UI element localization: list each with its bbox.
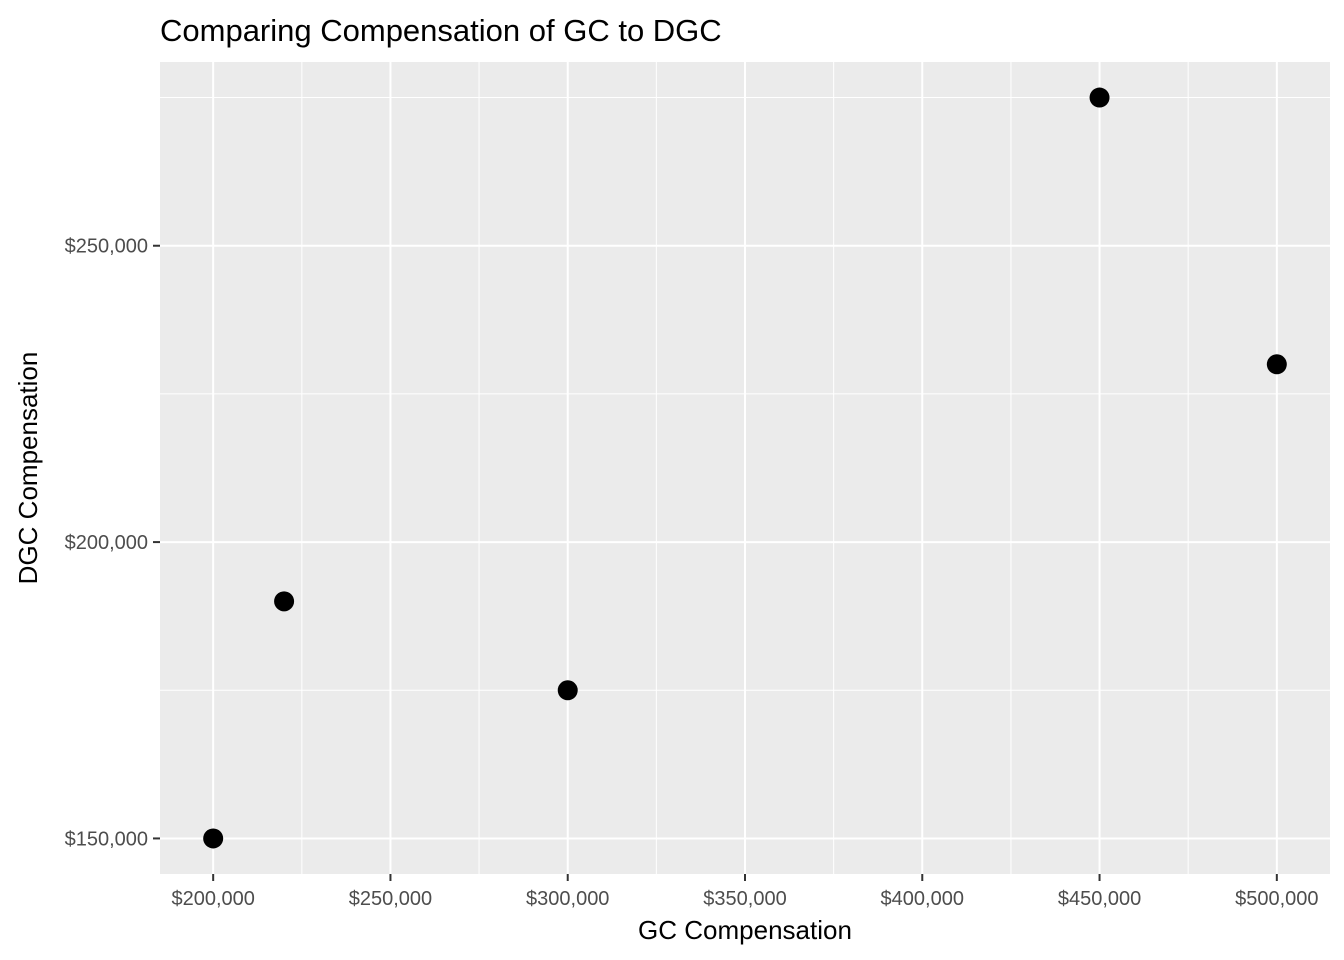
y-axis-title: DGC Compensation bbox=[13, 352, 43, 585]
y-tick-label: $150,000 bbox=[65, 828, 148, 850]
x-axis-title: GC Compensation bbox=[638, 915, 852, 945]
x-tick-label: $200,000 bbox=[171, 888, 254, 910]
x-axis: $200,000 $250,000 $300,000 $350,000 $400,000… bbox=[171, 874, 1319, 910]
x-tick-label: $400,000 bbox=[881, 888, 964, 910]
y-axis: $150,000 $200,000 $250,000 bbox=[65, 236, 160, 850]
data-point bbox=[557, 680, 578, 701]
chart-title: Comparing Compensation of GC to DGC bbox=[160, 13, 722, 48]
x-tick-label: $300,000 bbox=[526, 888, 609, 910]
x-tick-label: $350,000 bbox=[703, 888, 786, 910]
data-point bbox=[1089, 87, 1110, 108]
data-points bbox=[203, 87, 1287, 849]
x-tick-label: $500,000 bbox=[1235, 888, 1318, 910]
major-gridlines bbox=[160, 62, 1330, 874]
data-point bbox=[1266, 354, 1287, 375]
minor-gridlines bbox=[160, 62, 1330, 874]
y-tick-label: $250,000 bbox=[65, 236, 148, 258]
data-point bbox=[203, 828, 224, 849]
y-tick-label: $200,000 bbox=[65, 532, 148, 554]
x-tick-label: $450,000 bbox=[1058, 888, 1141, 910]
data-point bbox=[274, 591, 295, 612]
x-tick-label: $250,000 bbox=[349, 888, 432, 910]
